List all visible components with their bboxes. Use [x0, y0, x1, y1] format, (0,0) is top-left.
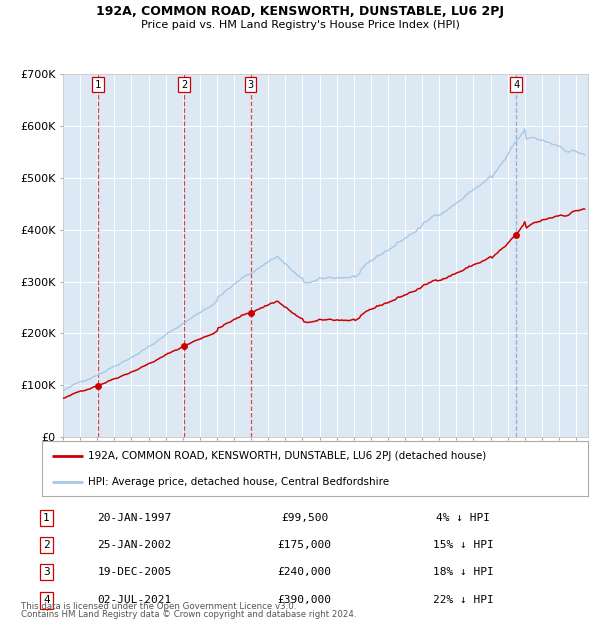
Text: 3: 3 — [247, 80, 254, 90]
Text: 22% ↓ HPI: 22% ↓ HPI — [433, 595, 494, 605]
Text: 4% ↓ HPI: 4% ↓ HPI — [436, 513, 490, 523]
Text: This data is licensed under the Open Government Licence v3.0.: This data is licensed under the Open Gov… — [21, 602, 296, 611]
Text: 18% ↓ HPI: 18% ↓ HPI — [433, 567, 494, 577]
Text: 2: 2 — [43, 540, 50, 550]
Text: 15% ↓ HPI: 15% ↓ HPI — [433, 540, 494, 550]
Text: 192A, COMMON ROAD, KENSWORTH, DUNSTABLE, LU6 2PJ: 192A, COMMON ROAD, KENSWORTH, DUNSTABLE,… — [96, 5, 504, 18]
Text: 3: 3 — [43, 567, 50, 577]
Text: 192A, COMMON ROAD, KENSWORTH, DUNSTABLE, LU6 2PJ (detached house): 192A, COMMON ROAD, KENSWORTH, DUNSTABLE,… — [88, 451, 487, 461]
Text: £390,000: £390,000 — [277, 595, 331, 605]
Text: 25-JAN-2002: 25-JAN-2002 — [97, 540, 172, 550]
Text: 2: 2 — [181, 80, 187, 90]
Text: 4: 4 — [43, 595, 50, 605]
Text: 1: 1 — [43, 513, 50, 523]
Text: 02-JUL-2021: 02-JUL-2021 — [97, 595, 172, 605]
Text: HPI: Average price, detached house, Central Bedfordshire: HPI: Average price, detached house, Cent… — [88, 477, 389, 487]
Text: 19-DEC-2005: 19-DEC-2005 — [97, 567, 172, 577]
Text: Contains HM Land Registry data © Crown copyright and database right 2024.: Contains HM Land Registry data © Crown c… — [21, 609, 356, 619]
Text: 20-JAN-1997: 20-JAN-1997 — [97, 513, 172, 523]
Text: £175,000: £175,000 — [277, 540, 331, 550]
Text: £240,000: £240,000 — [277, 567, 331, 577]
Text: 1: 1 — [95, 80, 101, 90]
Text: Price paid vs. HM Land Registry's House Price Index (HPI): Price paid vs. HM Land Registry's House … — [140, 20, 460, 30]
Text: £99,500: £99,500 — [281, 513, 328, 523]
Text: 4: 4 — [513, 80, 520, 90]
